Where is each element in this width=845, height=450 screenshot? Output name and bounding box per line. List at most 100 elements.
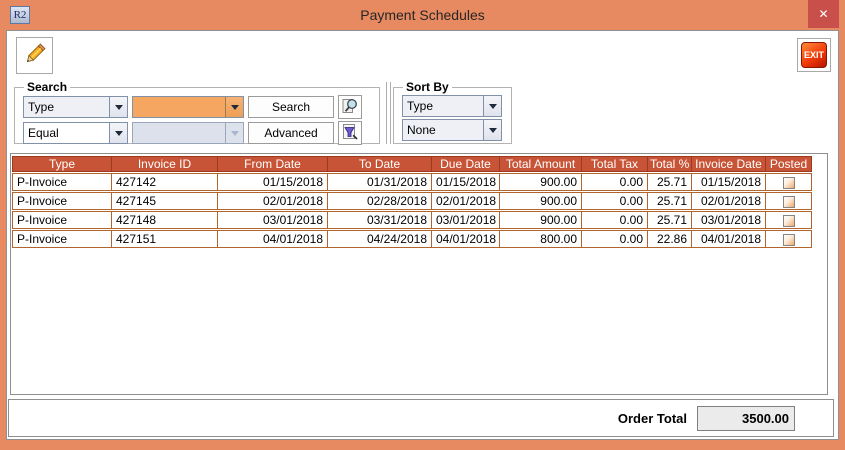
table-row[interactable]: P-Invoice 427148 03/01/2018 03/31/2018 03/01… — [12, 211, 812, 229]
chevron-down-icon[interactable] — [483, 120, 501, 140]
table-cell: 04/01/2018 — [432, 230, 500, 248]
close-button[interactable]: ✕ — [808, 0, 839, 28]
table-header-row: Type Invoice ID From Date To Date Due Date To… — [12, 156, 812, 172]
panel-divider — [386, 82, 391, 144]
column-header[interactable]: Invoice Date — [692, 156, 766, 172]
search-icon-button[interactable] — [338, 95, 362, 119]
table-cell: 04/01/2018 — [692, 230, 766, 248]
table-cell: 427148 — [112, 211, 218, 229]
search-field-combo[interactable]: Type — [23, 96, 128, 118]
search-operator-value: Equal — [28, 126, 59, 140]
table-cell: 900.00 — [500, 173, 582, 191]
exit-icon: EXIT — [801, 42, 827, 68]
sort-primary-combo[interactable]: Type — [402, 95, 502, 117]
table-cell: 800.00 — [500, 230, 582, 248]
advanced-icon-button[interactable] — [338, 121, 362, 145]
chevron-down-icon[interactable] — [109, 123, 127, 143]
column-header[interactable]: Due Date — [432, 156, 500, 172]
table-cell: 03/01/2018 — [692, 211, 766, 229]
pencil-icon — [22, 41, 48, 70]
posted-checkbox[interactable] — [782, 214, 795, 227]
chevron-down-icon[interactable] — [225, 97, 243, 117]
schedule-table: Type Invoice ID From Date To Date Due Date To… — [12, 155, 812, 249]
table-cell: 03/31/2018 — [328, 211, 432, 229]
table-cell: 02/28/2018 — [328, 192, 432, 210]
search-value2 — [133, 123, 225, 143]
column-header[interactable]: Total Tax — [582, 156, 648, 172]
table-cell: 900.00 — [500, 211, 582, 229]
chevron-down-icon[interactable] — [483, 96, 501, 116]
table-cell: P-Invoice — [12, 211, 112, 229]
column-header[interactable]: Total % — [648, 156, 692, 172]
column-header[interactable]: Posted — [766, 156, 812, 172]
order-total-label: Order Total — [617, 410, 687, 426]
table-cell: 900.00 — [500, 192, 582, 210]
edit-button[interactable] — [16, 37, 53, 74]
table-cell: 01/15/2018 — [218, 173, 328, 191]
table-cell: 03/01/2018 — [432, 211, 500, 229]
table-cell: 04/01/2018 — [218, 230, 328, 248]
posted-cell — [766, 192, 812, 210]
chevron-down-icon[interactable] — [109, 97, 127, 117]
table-cell: P-Invoice — [12, 173, 112, 191]
table-cell: 03/01/2018 — [218, 211, 328, 229]
posted-cell — [766, 230, 812, 248]
sort-secondary-value: None — [407, 123, 436, 137]
column-header[interactable]: Type — [12, 156, 112, 172]
advanced-button[interactable]: Advanced — [248, 122, 334, 144]
table-cell: 01/15/2018 — [692, 173, 766, 191]
chevron-down-icon — [225, 123, 243, 143]
table-cell: 427151 — [112, 230, 218, 248]
table-cell: 02/01/2018 — [218, 192, 328, 210]
table-cell: 25.71 — [648, 173, 692, 191]
footer-panel: Order Total 3500.00 — [8, 399, 834, 437]
table-row[interactable]: P-Invoice 427145 02/01/2018 02/28/2018 02/01… — [12, 192, 812, 210]
table-cell: 22.86 — [648, 230, 692, 248]
table-cell: 04/24/2018 — [328, 230, 432, 248]
close-icon: ✕ — [818, 7, 829, 21]
table-cell: 01/15/2018 — [432, 173, 500, 191]
column-header[interactable]: Total Amount — [500, 156, 582, 172]
table-cell: 0.00 — [582, 173, 648, 191]
table-cell: 0.00 — [582, 230, 648, 248]
sort-secondary-combo[interactable]: None — [402, 119, 502, 141]
window-title: Payment Schedules — [360, 7, 485, 23]
column-header[interactable]: Invoice ID — [112, 156, 218, 172]
order-total-field: 3500.00 — [697, 405, 795, 431]
search-value2-combo — [132, 122, 244, 144]
table-cell: P-Invoice — [12, 230, 112, 248]
search-field-value: Type — [28, 100, 55, 114]
schedule-table-panel[interactable]: Type Invoice ID From Date To Date Due Date To… — [10, 153, 828, 395]
posted-cell — [766, 173, 812, 191]
posted-checkbox[interactable] — [782, 195, 795, 208]
sort-by-group: Sort By Type None — [393, 80, 512, 144]
table-cell: 01/31/2018 — [328, 173, 432, 191]
table-cell: 25.71 — [648, 211, 692, 229]
search-value-combo[interactable] — [132, 96, 244, 118]
titlebar[interactable]: R2 Payment Schedules ✕ — [0, 0, 845, 30]
content-panel: EXIT Search Type Search — [6, 30, 839, 440]
column-header[interactable]: To Date — [328, 156, 432, 172]
magnifier-icon — [341, 97, 359, 118]
posted-checkbox[interactable] — [782, 233, 795, 246]
search-button[interactable]: Search — [248, 96, 334, 118]
search-operator-combo[interactable]: Equal — [23, 122, 128, 144]
table-row[interactable]: P-Invoice 427142 01/15/2018 01/31/2018 01/15… — [12, 173, 812, 191]
app-icon: R2 — [10, 6, 30, 24]
posted-checkbox[interactable] — [782, 176, 795, 189]
table-row[interactable]: P-Invoice 427151 04/01/2018 04/24/2018 04/01… — [12, 230, 812, 248]
search-value — [133, 97, 225, 117]
sort-by-legend: Sort By — [406, 80, 449, 94]
search-legend: Search — [27, 80, 68, 94]
table-cell: P-Invoice — [12, 192, 112, 210]
table-cell: 02/01/2018 — [432, 192, 500, 210]
table-cell: 427145 — [112, 192, 218, 210]
search-group: Search Type Search — [14, 80, 380, 145]
column-header[interactable]: From Date — [218, 156, 328, 172]
advanced-search-icon — [341, 123, 359, 144]
table-cell: 427142 — [112, 173, 218, 191]
exit-button[interactable]: EXIT — [797, 38, 831, 72]
posted-cell — [766, 211, 812, 229]
table-cell: 0.00 — [582, 211, 648, 229]
